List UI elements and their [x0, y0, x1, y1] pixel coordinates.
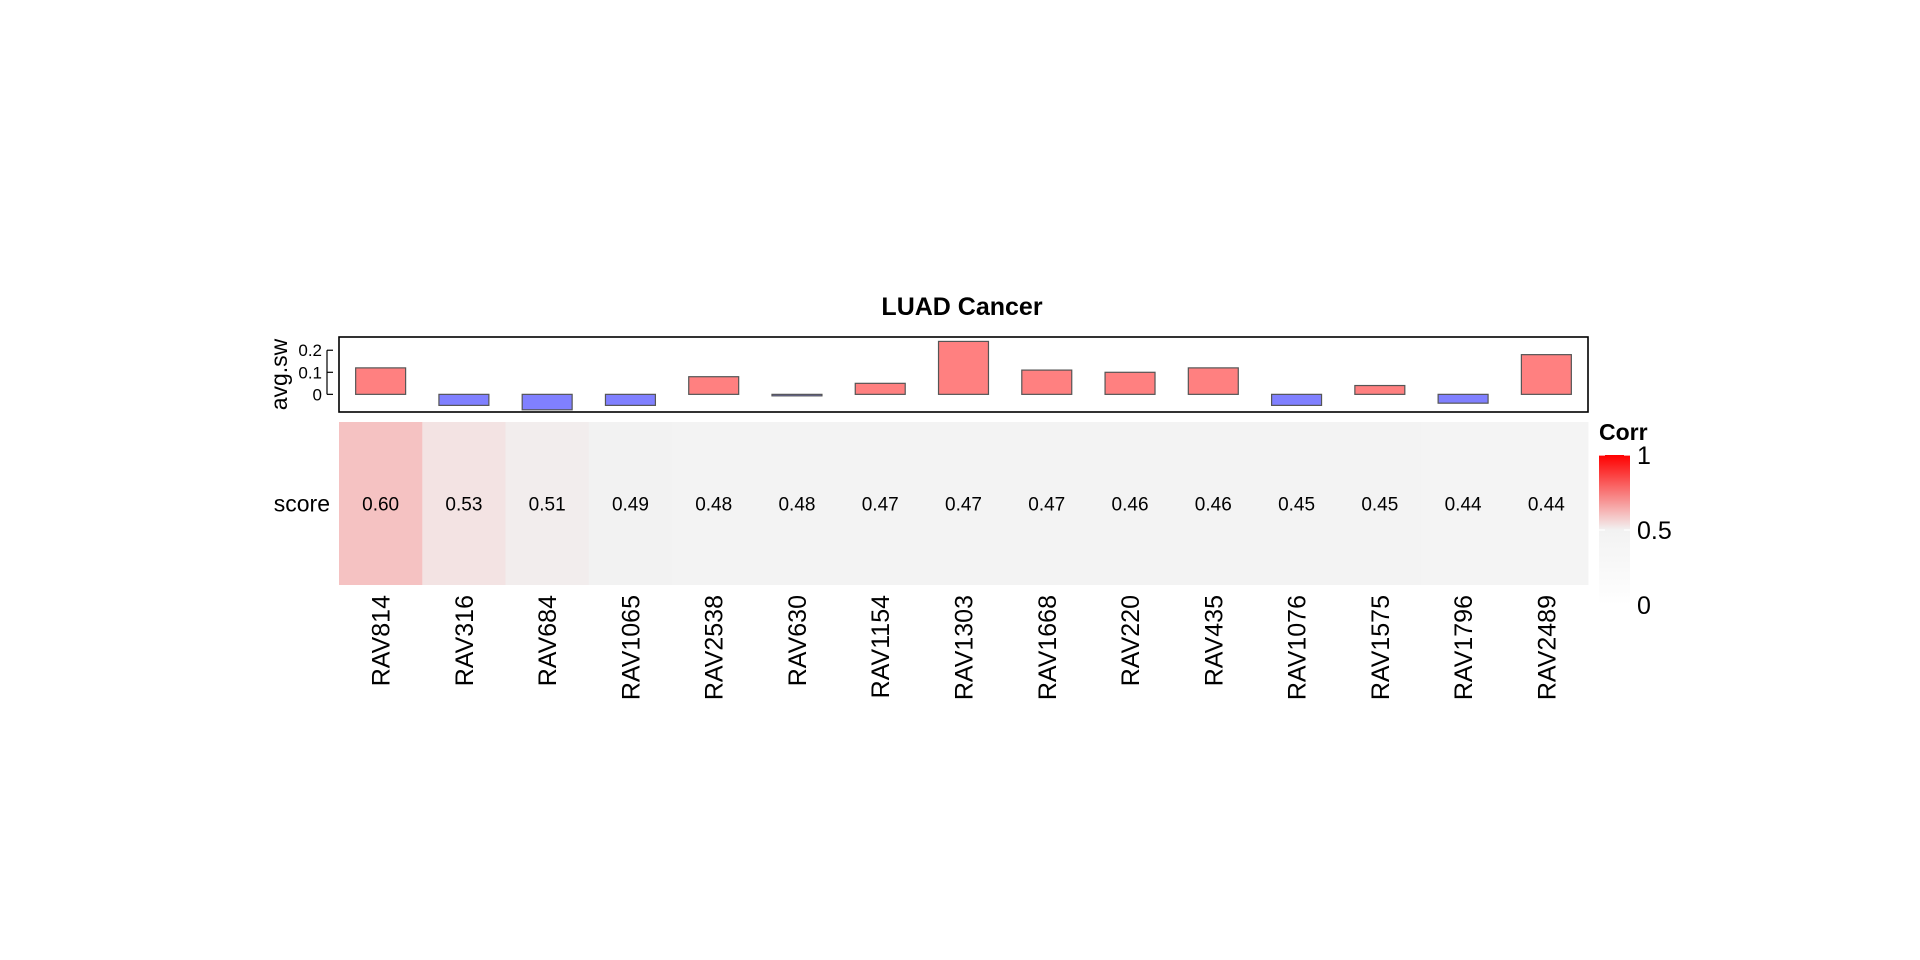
heatmap-cell — [1504, 422, 1589, 585]
heatmap-cell — [339, 422, 423, 585]
annotation-bar — [355, 367, 407, 395]
heatmap-cell-label: 0.45 — [1361, 495, 1398, 516]
heatmap-cell — [1421, 422, 1506, 585]
heatmap-cell — [1254, 422, 1339, 585]
annotation-tick-label: 0.1 — [298, 363, 322, 382]
annotation-bar — [1187, 367, 1239, 395]
annotation-bar — [937, 340, 990, 395]
heatmap-cell — [505, 422, 590, 585]
corr-legend: Corr 0 0.5 1 — [1599, 419, 1672, 620]
x-axis-labels: RAV814 RAV316 RAV684 RAV1065 RAV2538 RAV630 RA… — [368, 595, 1562, 700]
heatmap-body: score 0.60 0.53 0.51 0.49 0.48 0.48 0.47 0.47 0.4… — [274, 422, 1589, 585]
chart-title: LUAD Cancer — [881, 293, 1042, 321]
annotation-bar — [1520, 354, 1572, 395]
x-tick-label: RAV1154 — [867, 595, 895, 698]
avg-sw-annotation: 0 0.1 0.2 avg.sw — [266, 336, 1589, 413]
heatmap-cell — [588, 422, 673, 585]
x-tick-label: RAV435 — [1200, 595, 1228, 686]
annotation-bar — [604, 393, 657, 406]
heatmap-cell-label: 0.46 — [1195, 495, 1232, 516]
x-tick-label: RAV684 — [534, 595, 562, 686]
x-tick-label: RAV316 — [451, 595, 479, 686]
annotation-bar — [1270, 393, 1323, 406]
x-tick-label: RAV814 — [368, 595, 396, 686]
x-tick-label: RAV1668 — [1034, 595, 1062, 700]
legend-tick-label: 1 — [1637, 442, 1651, 470]
x-tick-label: RAV220 — [1117, 595, 1145, 686]
heatmap-cell — [1171, 422, 1256, 585]
heatmap-cell-label: 0.45 — [1278, 495, 1315, 516]
annotation-frame — [338, 336, 1589, 413]
heatmap-cell — [921, 422, 1006, 585]
heatmap-cell-label: 0.46 — [1112, 495, 1149, 516]
heatmap-cell-label: 0.48 — [778, 495, 815, 516]
heatmap-cell — [1088, 422, 1173, 585]
x-tick-label: RAV1303 — [951, 595, 979, 700]
annotation-bar — [438, 393, 490, 406]
x-tick-label: RAV2538 — [701, 595, 729, 700]
annotation-bar — [854, 382, 906, 395]
heatmap-cell-label: 0.47 — [945, 495, 982, 516]
x-tick-label: RAV1575 — [1367, 595, 1395, 700]
annotation-tick-label: 0.2 — [298, 341, 322, 360]
heatmap-cell — [1338, 422, 1422, 585]
annotation-axis-title: avg.sw — [266, 338, 292, 410]
annotation-bar — [521, 393, 573, 411]
heatmap-cell — [755, 422, 840, 585]
heatmap-cell-label: 0.44 — [1445, 495, 1482, 516]
legend-title: Corr — [1599, 419, 1648, 445]
heatmap-cell-label: 0.44 — [1528, 495, 1565, 516]
heatmap-cell-label: 0.47 — [1028, 495, 1065, 516]
heatmap-cell-label: 0.60 — [362, 495, 399, 516]
row-label-score: score — [274, 491, 330, 517]
annotation-bar — [771, 393, 823, 397]
annotation-tick-label: 0 — [313, 385, 322, 404]
x-tick-label: RAV1065 — [617, 595, 645, 700]
x-tick-label: RAV1076 — [1284, 595, 1312, 700]
annotation-bar — [1437, 393, 1489, 404]
legend-tick-label: 0 — [1637, 592, 1651, 620]
heatmap-cell — [838, 422, 923, 585]
x-tick-label: RAV630 — [784, 595, 812, 686]
heatmap-cell-label: 0.49 — [612, 495, 649, 516]
heatmap-cell-label: 0.51 — [529, 495, 566, 516]
x-tick-label: RAV1796 — [1450, 595, 1478, 700]
annotation-bar — [688, 376, 740, 395]
heatmap-cell-label: 0.47 — [862, 495, 899, 516]
annotation-bar — [1021, 369, 1073, 395]
legend-tick-label: 0.5 — [1637, 517, 1672, 545]
heatmap-cell — [1005, 422, 1089, 585]
annotation-bar — [1104, 371, 1156, 395]
heatmap-cell-label: 0.53 — [445, 495, 482, 516]
x-tick-label: RAV2489 — [1533, 595, 1561, 700]
heatmap-cell-label: 0.48 — [695, 495, 732, 516]
annotation-bar — [1354, 384, 1406, 395]
heatmap-cell — [422, 422, 507, 585]
heatmap-cell — [672, 422, 756, 585]
